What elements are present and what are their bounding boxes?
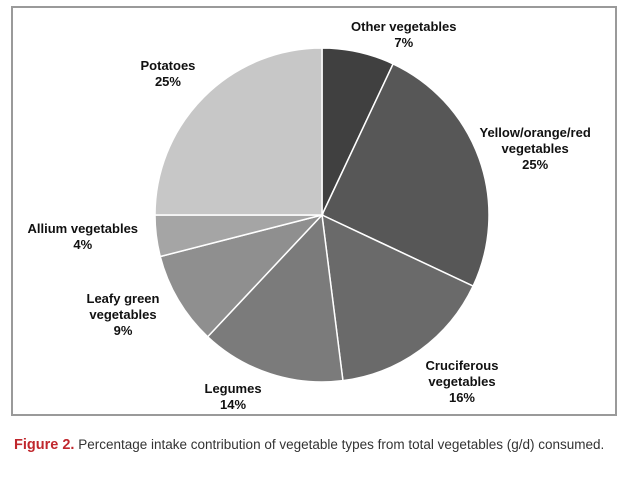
slice-label: Yellow/orange/red vegetables 25% [480,125,591,173]
slice-label-text: Cruciferous [425,358,499,373]
slice-label-text: Allium vegetables [27,221,139,236]
slice-label-text: vegetables [428,374,496,389]
slice-value-label: 16% [448,390,475,405]
slice-label-text: Yellow/orange/red [479,125,591,140]
slice-label: Leafy green vegetables 9% [87,291,160,339]
slice-value-label: 9% [113,323,133,338]
caption-figure-label: Figure 2. [14,437,75,453]
slice-value-label: 14% [220,397,247,412]
slice-label: Other vegetables 7% [351,19,457,51]
slice-label-text: Other vegetables [351,19,457,34]
slice-label-text: vegetables [89,307,157,322]
slice-label-text: Potatoes [140,58,196,73]
slice-label: Allium vegetables 4% [28,221,139,253]
slice-label: Legumes 14% [205,381,262,413]
slice-value-label: 4% [73,237,93,252]
slice-value-label: 25% [522,157,549,172]
slice-label-text: vegetables [501,141,569,156]
figure-caption: Figure 2. Percentage intake contribution… [14,436,620,454]
pie-slice [321,62,490,288]
chart-frame: Other vegetables 7% Yellow/orange/red veget… [11,6,617,416]
slice-label: Cruciferous vegetables 16% [426,358,499,406]
slice-label-text: Legumes [204,381,262,396]
pie-slice [154,47,323,216]
pie-slice [159,213,325,338]
slice-label: Potatoes 25% [141,58,196,90]
pie-slice [321,213,475,382]
pie-slice [206,213,344,383]
slice-label-text: Leafy green [86,291,160,306]
slice-value-label: 25% [154,74,181,89]
pie-chart [154,47,490,383]
slice-value-label: 7% [394,35,414,50]
caption-text: Percentage intake contribution of vegeta… [78,437,605,452]
